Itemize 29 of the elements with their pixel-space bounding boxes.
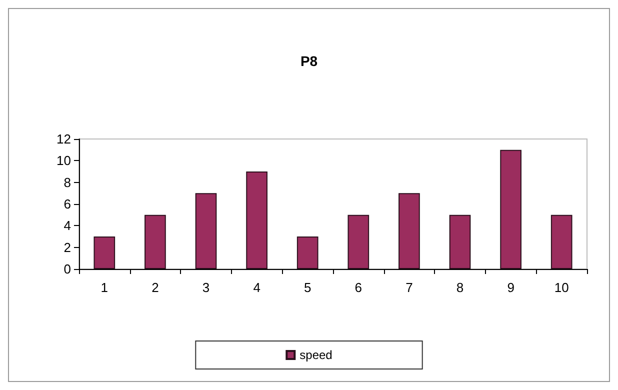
y-tick-label: 4 — [64, 218, 71, 234]
x-tick-label: 6 — [354, 280, 362, 295]
legend-label: speed — [300, 348, 332, 362]
bar — [246, 172, 268, 269]
y-tick-label: 0 — [64, 262, 71, 276]
y-tick-label: 12 — [56, 132, 71, 146]
bar — [195, 193, 217, 269]
x-tick-label: 10 — [554, 280, 569, 295]
bar — [398, 193, 420, 269]
y-tick-label: 8 — [64, 174, 71, 190]
x-tick-label: 5 — [304, 280, 312, 295]
x-tick-label: 7 — [406, 280, 413, 295]
bar — [449, 214, 471, 269]
bar — [348, 214, 370, 269]
bar — [550, 214, 572, 269]
bar — [144, 214, 166, 269]
bar — [296, 236, 318, 269]
bar — [94, 236, 116, 269]
y-tick-label: 6 — [64, 196, 71, 212]
y-tick-label: 10 — [56, 153, 71, 168]
x-tick-label: 4 — [253, 280, 260, 295]
x-tick-label: 1 — [100, 280, 108, 295]
bar — [500, 150, 522, 269]
x-tick-label: 2 — [152, 280, 159, 295]
y-tick-label: 2 — [64, 240, 71, 255]
x-tick-label: 8 — [456, 280, 464, 295]
x-tick-label: 9 — [507, 280, 514, 295]
chart-title: P8 — [300, 53, 318, 69]
x-tick-label: 3 — [202, 280, 210, 295]
